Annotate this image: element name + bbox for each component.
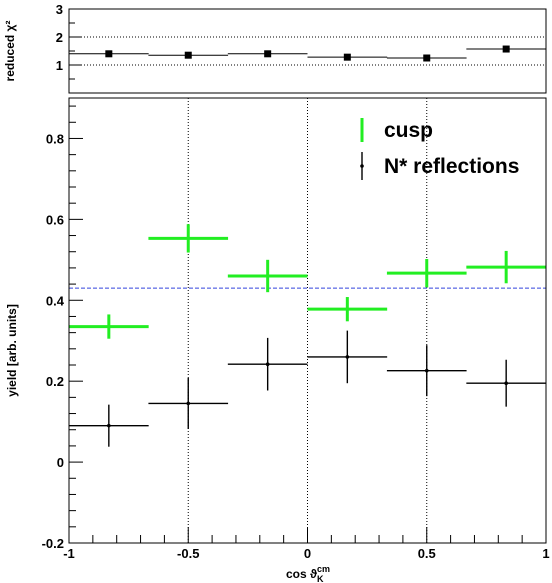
nstar-point [424,368,429,373]
x-tick-label: 1 [542,546,549,561]
y-tick-label: 0.6 [46,212,64,227]
y-tick-label: 0.8 [46,131,64,146]
nstar-point [345,355,350,359]
chi2-point [343,53,351,61]
chi2-y-tick-label: 3 [56,2,63,17]
yield-y-axis-label: yield [arb. units] [5,304,19,397]
y-tick-label: 0.4 [46,293,65,308]
legend-label-cusp: cusp [384,119,433,142]
chi2-panel: 1 2 3 reduced χ² [3,2,547,94]
legend-label-nstar: N* reflections [384,155,519,178]
nstar-point [186,401,191,406]
y-tick-label: 0.2 [46,374,64,389]
x-axis-label-subscript: K [317,574,324,583]
chi2-y-tick-label: 1 [56,58,63,73]
x-tick-label: -1 [63,546,75,561]
x-axis-label: cos ϑcm K [286,564,330,583]
chi2-point [502,45,510,53]
legend: cusp N* reflections [360,118,519,180]
x-tick-label: -0.5 [177,546,199,561]
x-axis-label-superscript: cm [317,564,330,574]
chi2-point [105,50,113,58]
y-tick-label: 0 [57,455,64,470]
nstar-point [504,381,508,386]
nstar-point [265,362,270,366]
chi2-point [184,51,192,59]
chi2-y-tick-label: 2 [56,30,63,45]
chi2-point [264,50,272,58]
legend-dot-nstar [360,164,364,168]
chi2-point [423,54,431,62]
chi2-y-axis-label: reduced χ² [3,21,17,82]
x-tick-label: 0.5 [418,546,436,561]
yield-panel: -0.2 0 0.2 0.4 0.6 0.8 -1 -0.5 0 0.5 1 cusp N* ref… [5,97,550,583]
chi2-plot-frame [68,8,547,94]
nstar-point [107,423,111,428]
y-tick-label: -0.2 [42,536,64,551]
x-tick-label: 0 [304,546,311,561]
